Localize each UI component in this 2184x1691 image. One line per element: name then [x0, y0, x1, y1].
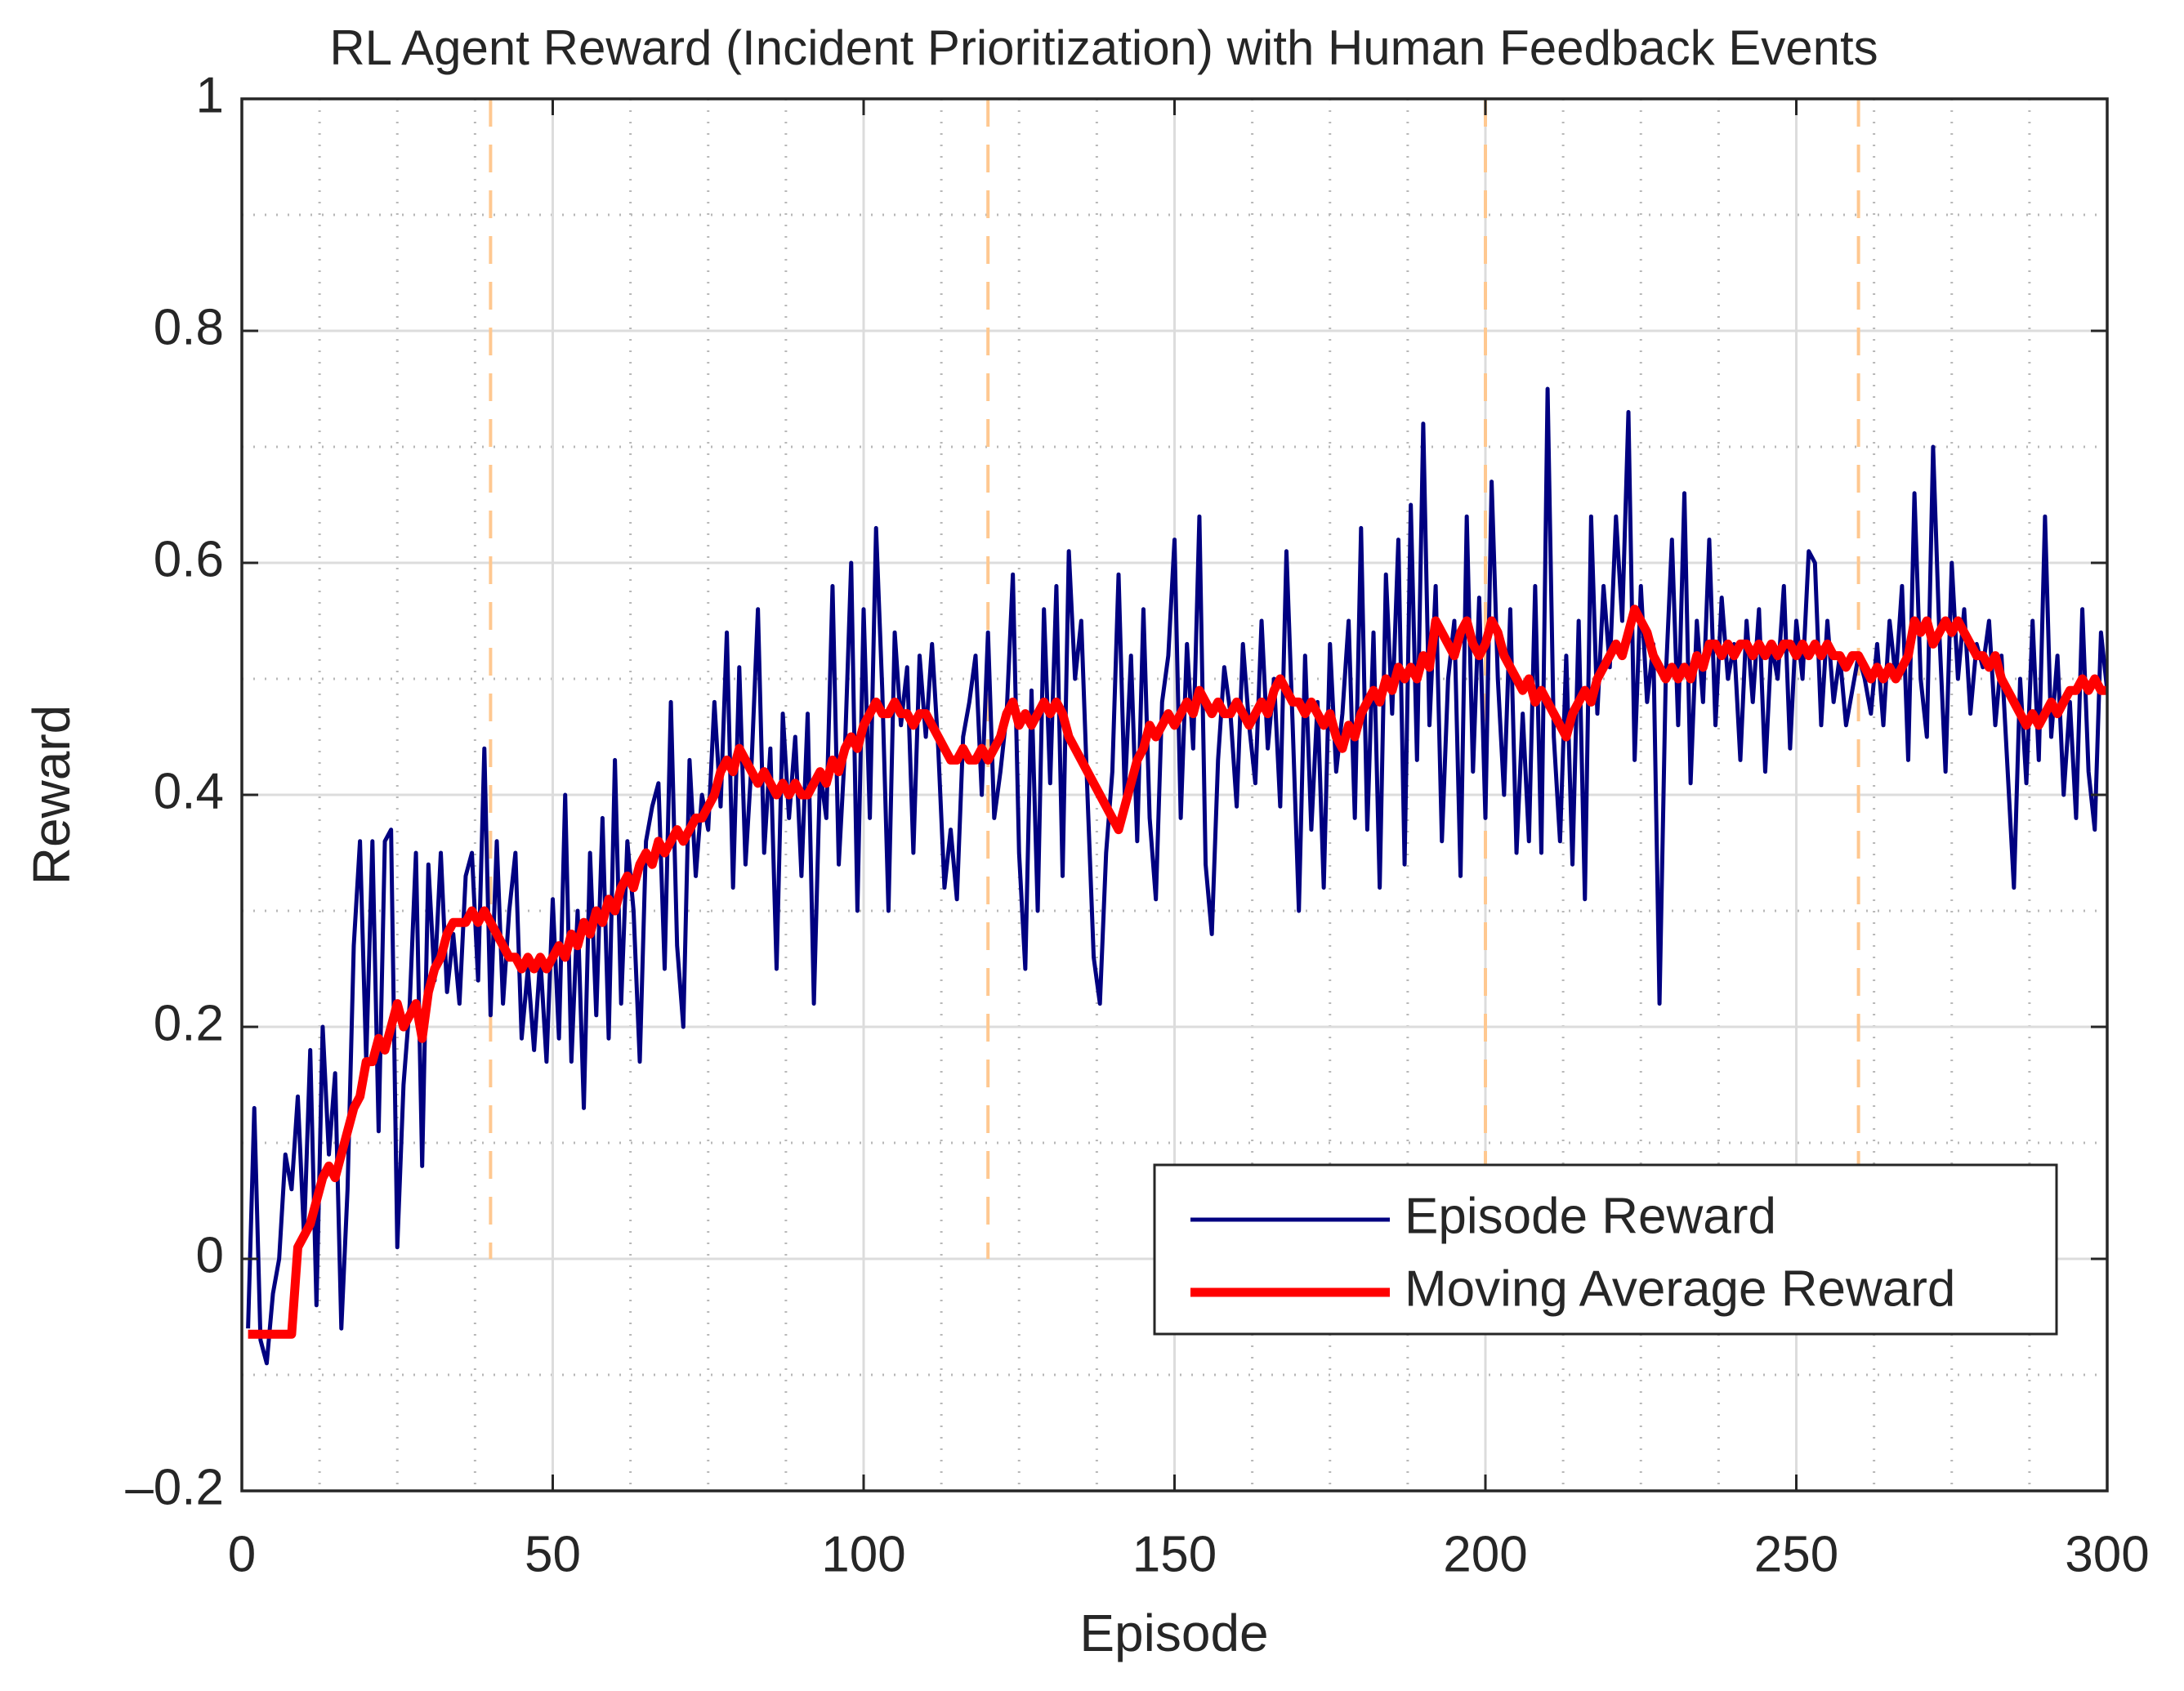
y-tick-label: 0.2 — [154, 995, 224, 1051]
y-tick-label: 0.4 — [154, 763, 224, 819]
y-tick-label: 0.8 — [154, 299, 224, 355]
legend-label: Episode Reward — [1405, 1188, 1776, 1244]
y-tick-label: 0.6 — [154, 531, 224, 587]
data-line — [246, 386, 2107, 1366]
y-tick-label: 1 — [196, 67, 224, 123]
chart-title: RL Agent Reward (Incident Prioritization… — [329, 20, 1878, 75]
x-tick-label: 0 — [228, 1526, 256, 1582]
y-tick-label: 0 — [196, 1227, 224, 1283]
y-axis-label: Reward — [22, 705, 81, 886]
legend-label: Moving Average Reward — [1405, 1260, 1955, 1317]
data-line — [248, 605, 2107, 1339]
legend-box — [1153, 1163, 2058, 1336]
x-tick-label: 300 — [2065, 1526, 2149, 1582]
x-tick-label: 200 — [1443, 1526, 1527, 1582]
x-axis-label: Episode — [1079, 1604, 1268, 1662]
x-tick-label: 50 — [525, 1526, 581, 1582]
x-tick-label: 100 — [821, 1526, 905, 1582]
x-tick-label: 150 — [1132, 1526, 1217, 1582]
x-tick-label: 250 — [1754, 1526, 1838, 1582]
y-tick-label: –0.2 — [125, 1459, 224, 1515]
